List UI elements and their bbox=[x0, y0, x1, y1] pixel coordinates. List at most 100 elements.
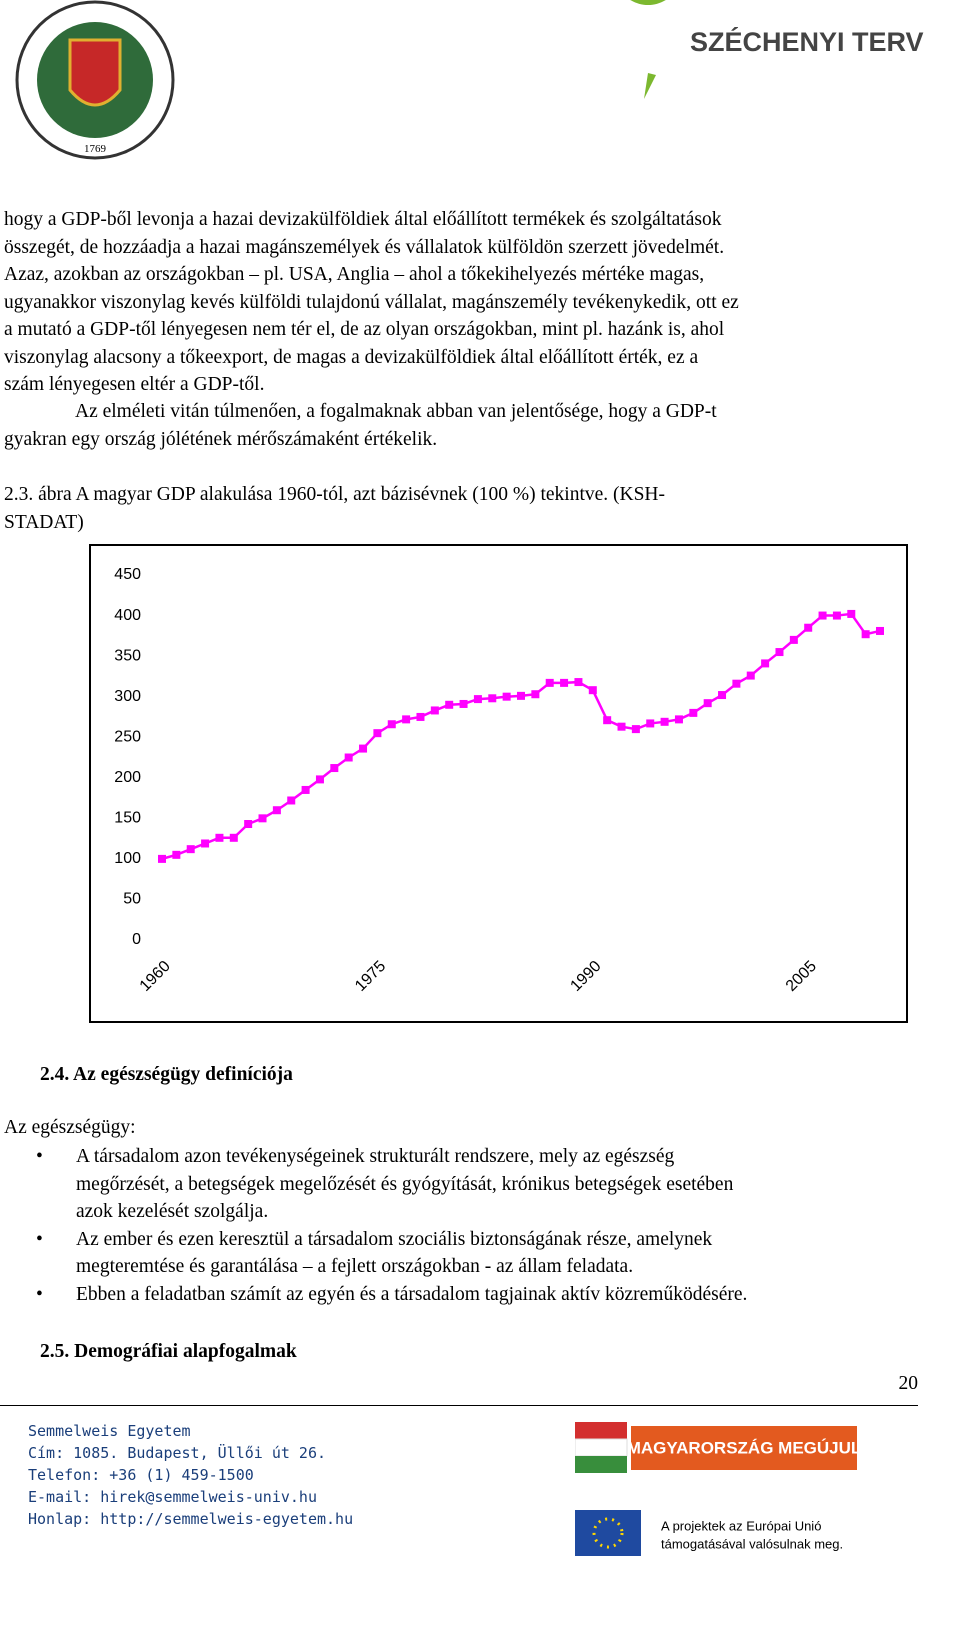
header: 1769 ÚJ SZÉCHENYI TERV bbox=[15, 0, 924, 160]
bullet-line: Ebben a feladatban számít az egyén és a … bbox=[76, 1283, 748, 1305]
data-marker bbox=[158, 854, 166, 863]
data-marker bbox=[416, 712, 425, 721]
caption-line: 2.3. ábra A magyar GDP alakulása 1960-tó… bbox=[4, 484, 666, 505]
paragraph-line: a mutató a GDP-től lényegesen nem tér el… bbox=[4, 319, 725, 340]
flag-white bbox=[575, 1438, 628, 1457]
seal-shield bbox=[68, 38, 122, 107]
y-tick-label: 250 bbox=[114, 728, 141, 745]
eu-flag bbox=[575, 1510, 641, 1556]
data-marker bbox=[746, 671, 755, 680]
bullet-line: megőrzését, a betegségek megelőzését és … bbox=[76, 1173, 734, 1195]
x-tick-label: 2005 bbox=[783, 958, 820, 995]
y-tick-label: 450 bbox=[114, 566, 141, 583]
data-marker bbox=[718, 691, 727, 700]
data-marker bbox=[215, 833, 224, 842]
y-tick-label: 200 bbox=[114, 769, 141, 786]
data-marker bbox=[517, 691, 525, 700]
footer-web: Honlap: http://semmelweis-egyetem.hu bbox=[28, 1510, 353, 1528]
data-marker bbox=[387, 720, 396, 729]
data-marker bbox=[789, 635, 798, 644]
data-marker bbox=[430, 706, 439, 715]
web-label: Honlap: bbox=[28, 1510, 92, 1528]
page-number: 20 bbox=[898, 1373, 919, 1394]
data-marker bbox=[631, 725, 640, 734]
chart-frame bbox=[89, 544, 908, 1023]
y-tick-label: 300 bbox=[114, 688, 141, 705]
data-marker bbox=[832, 611, 841, 620]
data-marker bbox=[359, 744, 368, 753]
data-marker bbox=[172, 850, 181, 859]
banner-text: MAGYARORSZÁG MEGÚJUL bbox=[627, 1438, 862, 1457]
web-link[interactable]: http://semmelweis-egyetem.hu bbox=[100, 1510, 354, 1528]
data-marker bbox=[646, 719, 655, 728]
intro-line: Az egészségügy: bbox=[4, 1117, 136, 1138]
data-marker bbox=[732, 679, 741, 688]
x-tick-label: 1960 bbox=[137, 958, 174, 995]
paragraph-line: szám lényegesen eltér a GDP-től. bbox=[4, 374, 265, 395]
data-marker bbox=[301, 785, 310, 794]
data-marker bbox=[473, 695, 482, 704]
data-marker bbox=[402, 715, 411, 724]
data-marker bbox=[445, 700, 454, 709]
bullet-line: megteremtése és garantálása – a fejlett … bbox=[76, 1256, 634, 1277]
data-marker bbox=[617, 722, 626, 731]
y-tick-label: 0 bbox=[132, 931, 141, 948]
data-marker bbox=[186, 845, 195, 854]
bullet: • bbox=[36, 1283, 43, 1305]
paragraph-line: gyakran egy ország jólétének mérőszámaké… bbox=[4, 428, 438, 450]
data-marker bbox=[315, 775, 324, 784]
y-tick-label: 350 bbox=[114, 647, 141, 664]
flag-red bbox=[575, 1422, 627, 1439]
data-marker bbox=[876, 626, 884, 635]
data-marker bbox=[287, 796, 296, 805]
data-marker bbox=[588, 686, 597, 695]
x-tick-label: 1975 bbox=[352, 958, 389, 995]
data-marker bbox=[531, 690, 540, 699]
paragraph-line: viszonylag alacsony a tőkeexport, de mag… bbox=[4, 346, 699, 368]
data-marker bbox=[861, 630, 870, 639]
eu-note: A projektek az Európai Unió bbox=[661, 1518, 821, 1533]
logo-bubble bbox=[630, 0, 666, 99]
data-marker bbox=[545, 678, 554, 687]
y-tick-label: 400 bbox=[114, 607, 141, 624]
data-marker bbox=[258, 814, 267, 823]
data-marker bbox=[330, 764, 339, 773]
data-marker bbox=[272, 806, 281, 815]
bullet-line: Az ember és ezen keresztül a társadalom … bbox=[76, 1228, 713, 1250]
data-marker bbox=[502, 692, 511, 701]
bullet: • bbox=[36, 1146, 43, 1167]
data-marker bbox=[459, 699, 468, 708]
section-heading: 2.5. Demográfiai alapfogalmak bbox=[40, 1341, 297, 1362]
data-marker bbox=[761, 659, 770, 668]
data-marker bbox=[229, 833, 238, 842]
bullet-line: A társadalom azon tevékenységeinek struk… bbox=[76, 1146, 675, 1167]
bullet-line: azok kezelését szolgálja. bbox=[76, 1201, 269, 1222]
eu-stars bbox=[592, 1517, 624, 1549]
data-marker bbox=[775, 648, 784, 657]
data-marker bbox=[574, 678, 583, 687]
footer-phone: Telefon: +36 (1) 459-1500 bbox=[28, 1466, 254, 1484]
y-tick-label: 100 bbox=[114, 850, 141, 867]
y-tick-label: 50 bbox=[123, 891, 141, 908]
footer-logos: MAGYARORSZÁG MEGÚJUL A projektek az Euró… bbox=[575, 1422, 862, 1556]
data-marker bbox=[344, 753, 353, 762]
eu-note: támogatásával valósulnak meg. bbox=[661, 1536, 843, 1551]
paragraph-line: Az elméleti vitán túlmenően, a fogalmakn… bbox=[75, 401, 717, 422]
bullet: • bbox=[36, 1228, 43, 1250]
flag-green bbox=[575, 1456, 627, 1473]
email-link[interactable]: hirek@semmelweis-univ.hu bbox=[100, 1488, 317, 1506]
paragraph-line: Azaz, azokban az országokban – pl. USA, … bbox=[4, 264, 705, 285]
data-marker bbox=[488, 694, 497, 703]
seal-year: 1769 bbox=[84, 143, 107, 155]
data-marker bbox=[603, 716, 612, 725]
logo-prefix: ÚJ bbox=[634, 28, 662, 53]
data-marker bbox=[818, 611, 827, 620]
chart: 0 50 100 150 200 250 300 350 400 450 1960 1975 1990 2… bbox=[89, 544, 908, 1023]
data-marker bbox=[847, 609, 856, 618]
data-marker bbox=[804, 623, 813, 632]
data-marker bbox=[660, 717, 669, 726]
data-marker bbox=[560, 678, 569, 687]
data-marker bbox=[703, 699, 712, 708]
data-marker bbox=[373, 729, 382, 738]
footer-name: Semmelweis Egyetem bbox=[28, 1422, 191, 1440]
